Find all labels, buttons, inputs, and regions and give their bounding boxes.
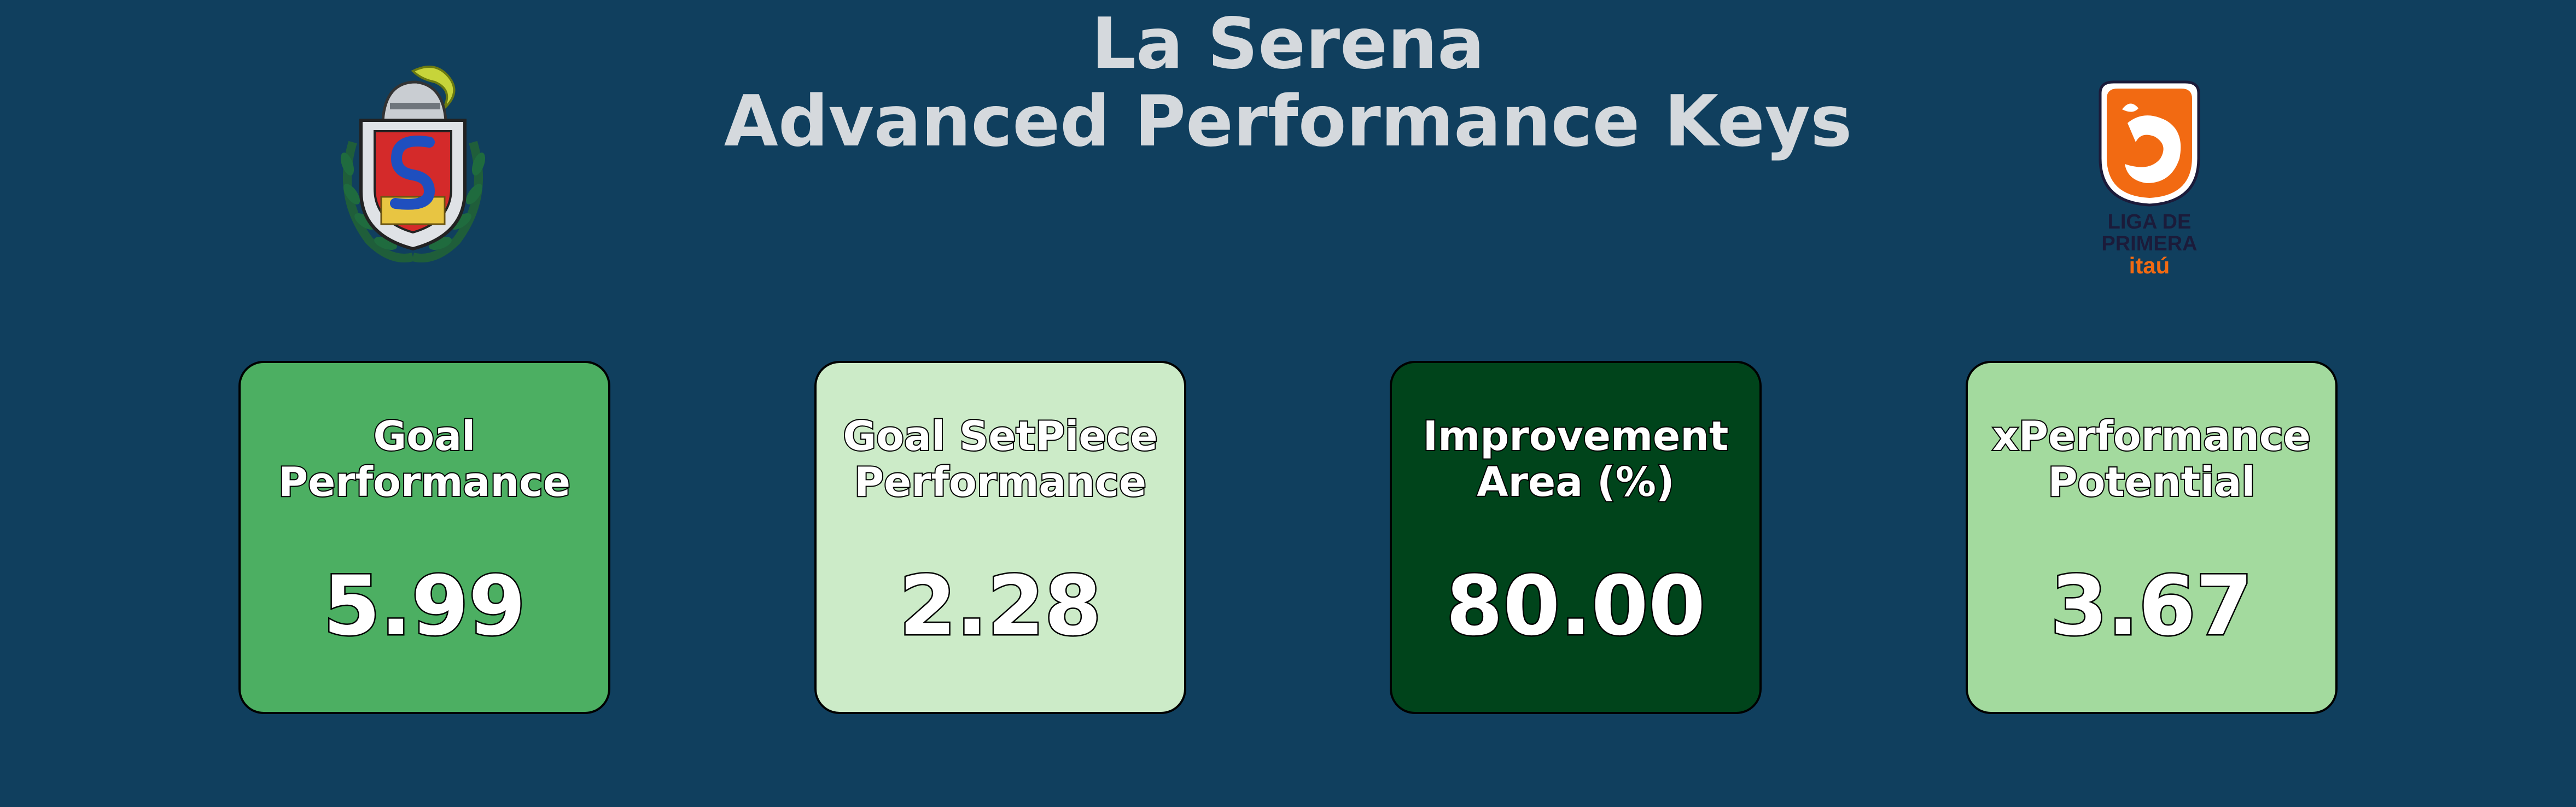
- kpi-card-label-line2: Performance: [853, 458, 1147, 506]
- club-crest-logo: [331, 60, 495, 262]
- kpi-card-xperformance-potential: xPerformance Potential 3.67: [1966, 361, 2338, 714]
- liga-de-primera-itau-logo: LIGA DE PRIMERA itaú: [2099, 80, 2200, 278]
- title-team-name: La Serena: [1091, 3, 1485, 85]
- kpi-card-label-line1: Goal: [372, 412, 477, 460]
- kpi-card-value: 5.99: [322, 559, 527, 654]
- kpi-card-improvement-area: Improvement Area (%) 80.00: [1390, 361, 1762, 714]
- kpi-card-label-line1: xPerformance: [1991, 412, 2312, 460]
- kpi-card-label-line2: Area (%): [1476, 458, 1675, 506]
- kpi-card-goal-setpiece-performance: Goal SetPiece Performance 2.28: [814, 361, 1186, 714]
- kpi-card-label-line1: Goal SetPiece: [842, 412, 1158, 460]
- kpi-card-value: 3.67: [2049, 559, 2254, 654]
- kpi-card-goal-performance: Goal Performance 5.99: [238, 361, 610, 714]
- league-text-line1: LIGA DE: [2108, 210, 2192, 233]
- knight-helmet-crest-icon: [340, 66, 486, 262]
- kpi-card-value: 2.28: [897, 559, 1103, 654]
- kpi-card-label: xPerformance Potential: [1968, 412, 2335, 506]
- page-title: La Serena Advanced Performance Keys: [0, 5, 2576, 161]
- league-text-line3: itaú: [2129, 253, 2170, 278]
- title-subtitle: Advanced Performance Keys: [724, 81, 1852, 162]
- kpi-card-label-line1: Improvement: [1422, 412, 1730, 460]
- kpi-card-label: Improvement Area (%): [1392, 412, 1759, 506]
- kpi-card-value: 80.00: [1444, 559, 1706, 654]
- league-text-line2: PRIMERA: [2101, 232, 2197, 255]
- kpi-card-label: Goal Performance: [241, 412, 608, 506]
- kpi-card-label: Goal SetPiece Performance: [817, 412, 1184, 506]
- kpi-card-label-line2: Performance: [277, 458, 572, 506]
- kpi-card-label-line2: Potential: [2047, 458, 2256, 506]
- league-logo: LIGA DE PRIMERA itaú: [2084, 77, 2215, 284]
